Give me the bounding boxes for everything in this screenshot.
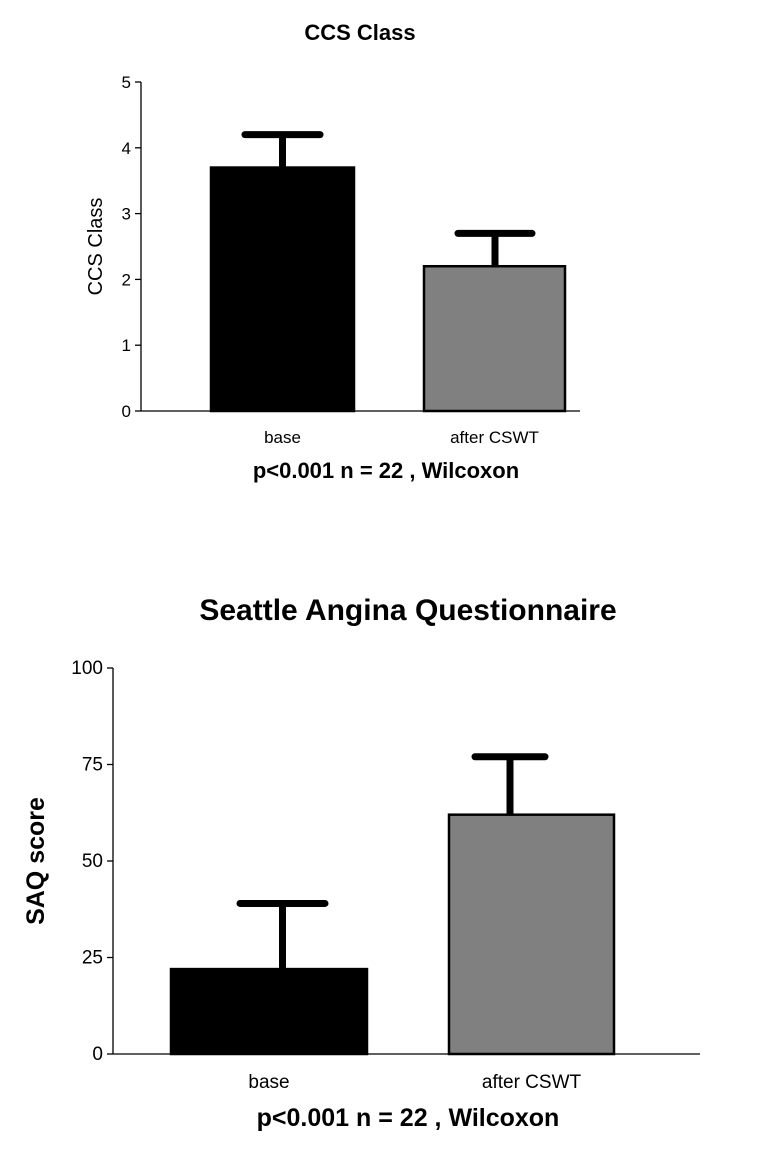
chart1-y-tick-label: 3 — [122, 205, 131, 224]
chart2-title: Seattle Angina Questionnaire — [199, 594, 616, 627]
chart1-x-tick-label: after CSWT — [450, 428, 539, 447]
chart2-y-tick-label: 50 — [82, 851, 103, 872]
chart1-y-tick-label: 1 — [122, 336, 131, 355]
chart2-y-tick-label: 25 — [82, 948, 103, 969]
chart2-y-tick-label: 0 — [92, 1044, 103, 1065]
chart2-y-axis-label: SAQ score — [22, 797, 50, 925]
chart1-x-tick-label: base — [264, 428, 301, 447]
chart1-y-tick-label: 5 — [122, 73, 131, 92]
chart2-bar-base — [169, 967, 369, 1056]
chart2-x-tick-label: after CSWT — [482, 1072, 582, 1093]
chart1-title: CCS Class — [304, 20, 415, 45]
chart2-footnote: p<0.001 n = 22 , Wilcoxon — [257, 1104, 560, 1132]
chart1-bar-base — [209, 166, 356, 413]
chart2-y-tick-label: 75 — [82, 755, 103, 776]
chart1-y-tick-label: 4 — [122, 139, 131, 158]
chart2-x-tick-label: base — [248, 1072, 289, 1093]
chart2-bar-after-cswt — [447, 813, 616, 1056]
chart2-y-tick-label: 100 — [71, 658, 103, 679]
chart1-y-axis-label: CCS Class — [85, 198, 107, 296]
chart1-footnote: p<0.001 n = 22 , Wilcoxon — [253, 458, 519, 483]
chart1-y-tick-label: 0 — [122, 402, 131, 421]
chart1-bar-after-cswt — [422, 264, 567, 413]
chart1-y-tick-label: 2 — [122, 270, 131, 289]
